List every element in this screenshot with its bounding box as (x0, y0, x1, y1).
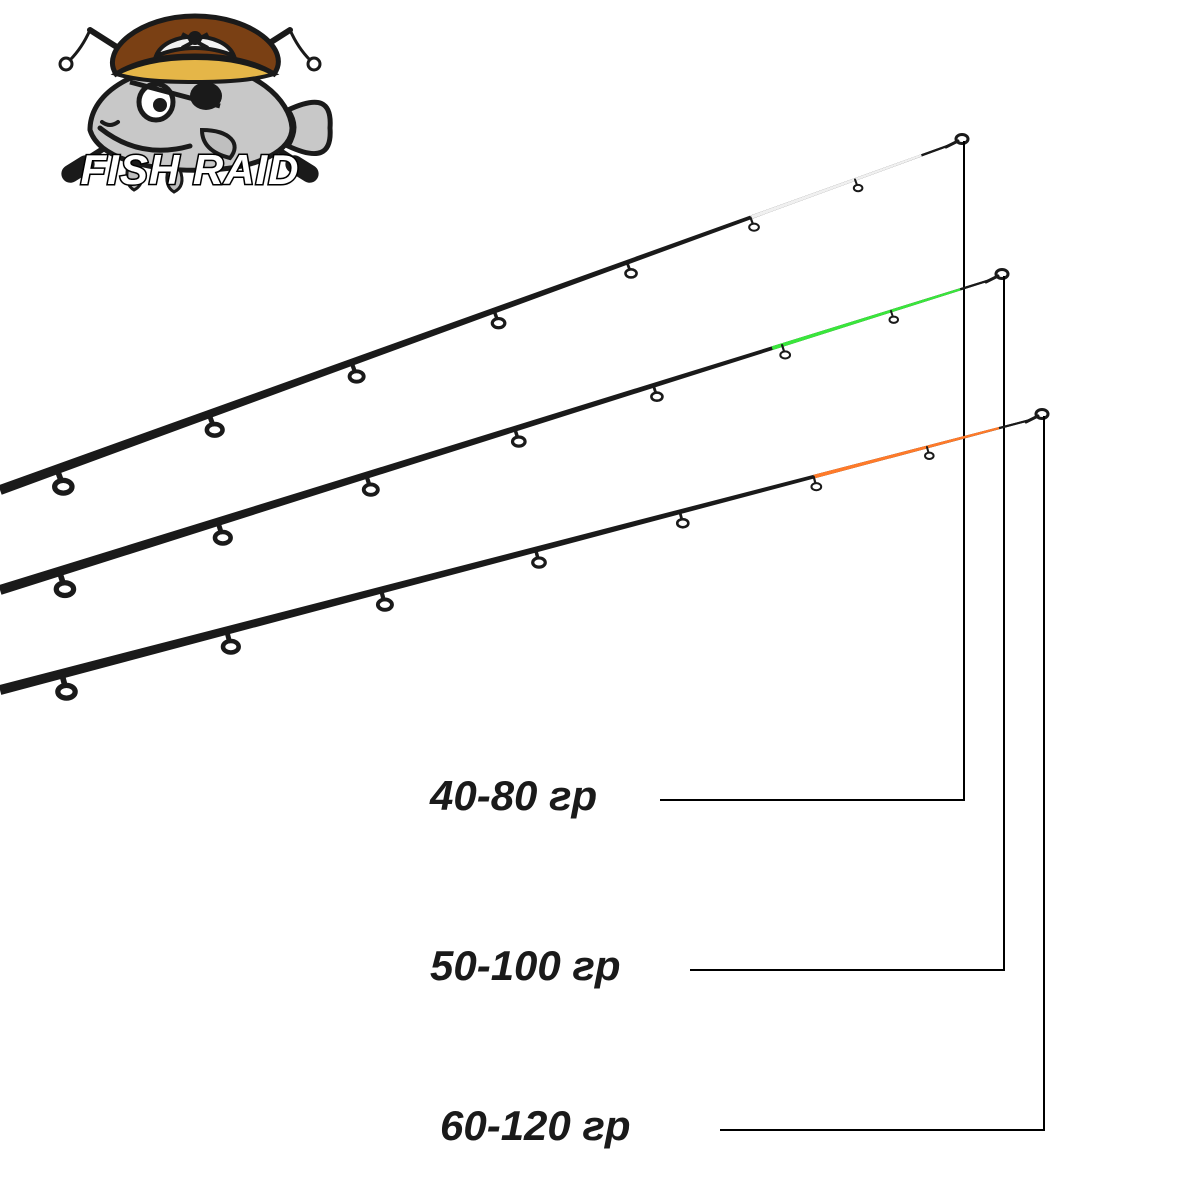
brand-logo: FISH RAID (30, 10, 350, 210)
weight-label-2: 50-100 гр (430, 942, 621, 990)
infographic-canvas: 40-80 гр 50-100 гр 60-120 гр (0, 0, 1200, 1200)
weight-label-3: 60-120 гр (440, 1102, 631, 1150)
brand-name-text: FISH RAID (30, 146, 350, 194)
weight-label-1: 40-80 гр (430, 772, 597, 820)
pirate-hat-icon (112, 16, 278, 82)
